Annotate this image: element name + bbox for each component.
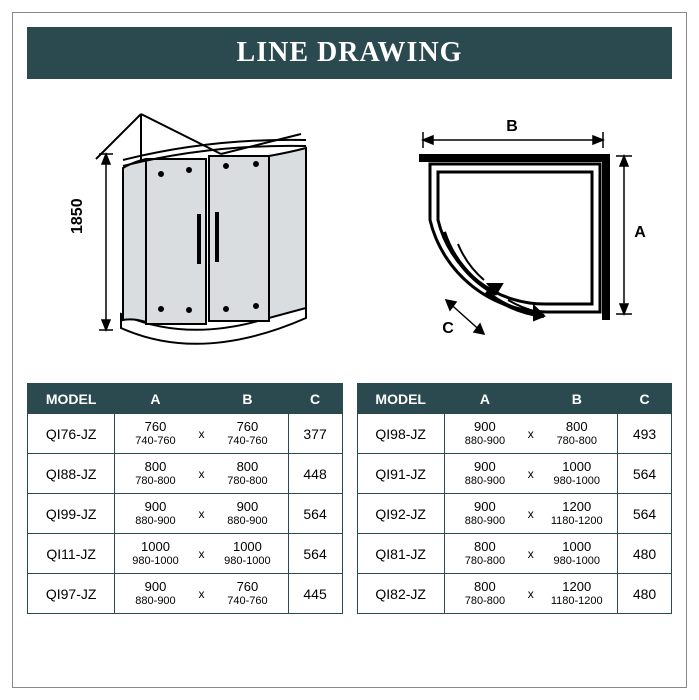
cell-c: 448 <box>288 454 342 494</box>
th-spacer <box>196 384 208 414</box>
th-model: MODEL <box>357 384 444 414</box>
th-c: C <box>618 384 672 414</box>
cell-b: 12001180-1200 <box>536 574 617 614</box>
table-row: QI91-JZ900880-900x1000980-1000564 <box>357 454 672 494</box>
cell-c: 564 <box>288 534 342 574</box>
cell-a: 800780-800 <box>115 454 196 494</box>
cell-a: 900880-900 <box>444 414 525 454</box>
th-model: MODEL <box>28 384 115 414</box>
table-row: QI88-JZ800780-800x800780-800448 <box>28 454 343 494</box>
table-row: QI82-JZ800780-800x12001180-1200480 <box>357 574 672 614</box>
th-b: B <box>207 384 288 414</box>
cell-x: x <box>525 454 537 494</box>
cell-c: 480 <box>618 534 672 574</box>
cell-a: 760740-760 <box>115 414 196 454</box>
cell-a: 800780-800 <box>444 534 525 574</box>
cell-b: 760740-760 <box>207 574 288 614</box>
cell-x: x <box>525 414 537 454</box>
spec-table-right: MODEL A B C QI98-JZ900880-900x800780-800… <box>357 383 673 614</box>
height-dimension: 1850 <box>69 198 87 234</box>
cell-model: QI81-JZ <box>357 534 444 574</box>
title-bar: LINE DRAWING <box>27 27 672 79</box>
page-frame: LINE DRAWING <box>12 12 687 688</box>
cell-b: 1000980-1000 <box>536 534 617 574</box>
dim-a-label: A <box>634 224 646 242</box>
table-row: QI11-JZ1000980-1000x1000980-1000564 <box>28 534 343 574</box>
cell-b: 800780-800 <box>207 454 288 494</box>
cell-c: 564 <box>618 494 672 534</box>
dim-c-label: C <box>442 320 454 338</box>
dim-b-label: B <box>506 118 518 136</box>
tbody-left: QI76-JZ760740-760x760740-760377QI88-JZ80… <box>28 414 343 614</box>
plan-diagram: B A C <box>388 124 648 344</box>
table-row: QI98-JZ900880-900x800780-800493 <box>357 414 672 454</box>
cell-a: 1000980-1000 <box>115 534 196 574</box>
elevation-diagram: 1850 <box>51 104 341 364</box>
cell-c: 493 <box>618 414 672 454</box>
cell-b: 900880-900 <box>207 494 288 534</box>
table-row: QI76-JZ760740-760x760740-760377 <box>28 414 343 454</box>
th-a: A <box>115 384 196 414</box>
cell-model: QI88-JZ <box>28 454 115 494</box>
cell-x: x <box>196 454 208 494</box>
th-spacer <box>525 384 537 414</box>
cell-b: 1000980-1000 <box>207 534 288 574</box>
cell-model: QI82-JZ <box>357 574 444 614</box>
cell-model: QI76-JZ <box>28 414 115 454</box>
cell-model: QI92-JZ <box>357 494 444 534</box>
cell-model: QI98-JZ <box>357 414 444 454</box>
cell-c: 480 <box>618 574 672 614</box>
cell-x: x <box>196 574 208 614</box>
cell-c: 445 <box>288 574 342 614</box>
cell-x: x <box>525 494 537 534</box>
th-b: B <box>536 384 617 414</box>
cell-x: x <box>196 414 208 454</box>
cell-a: 800780-800 <box>444 574 525 614</box>
cell-a: 900880-900 <box>115 574 196 614</box>
cell-b: 760740-760 <box>207 414 288 454</box>
th-a: A <box>444 384 525 414</box>
elevation-svg <box>51 104 341 364</box>
cell-a: 900880-900 <box>115 494 196 534</box>
table-row: QI92-JZ900880-900x12001180-1200564 <box>357 494 672 534</box>
cell-c: 564 <box>618 454 672 494</box>
table-row: QI81-JZ800780-800x1000980-1000480 <box>357 534 672 574</box>
cell-x: x <box>525 534 537 574</box>
diagram-row: 1850 <box>27 79 672 379</box>
cell-c: 564 <box>288 494 342 534</box>
cell-b: 1000980-1000 <box>536 454 617 494</box>
cell-x: x <box>525 574 537 614</box>
cell-x: x <box>196 534 208 574</box>
cell-b: 12001180-1200 <box>536 494 617 534</box>
cell-a: 900880-900 <box>444 454 525 494</box>
cell-a: 900880-900 <box>444 494 525 534</box>
cell-model: QI97-JZ <box>28 574 115 614</box>
cell-b: 800780-800 <box>536 414 617 454</box>
cell-model: QI99-JZ <box>28 494 115 534</box>
table-row: QI97-JZ900880-900x760740-760445 <box>28 574 343 614</box>
tables-row: MODEL A B C QI76-JZ760740-760x760740-760… <box>27 379 672 614</box>
plan-svg <box>388 124 648 344</box>
cell-model: QI11-JZ <box>28 534 115 574</box>
th-c: C <box>288 384 342 414</box>
cell-c: 377 <box>288 414 342 454</box>
spec-table-left: MODEL A B C QI76-JZ760740-760x760740-760… <box>27 383 343 614</box>
cell-model: QI91-JZ <box>357 454 444 494</box>
title-text: LINE DRAWING <box>237 37 463 69</box>
tbody-right: QI98-JZ900880-900x800780-800493QI91-JZ90… <box>357 414 672 614</box>
cell-x: x <box>196 494 208 534</box>
table-row: QI99-JZ900880-900x900880-900564 <box>28 494 343 534</box>
